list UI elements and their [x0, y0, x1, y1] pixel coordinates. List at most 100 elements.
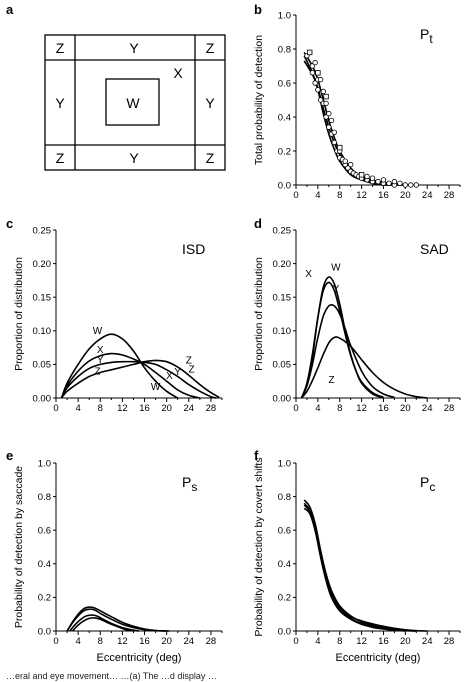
zone-y-bottom: Y	[129, 150, 139, 166]
curve-label-x: X	[166, 371, 173, 382]
x-tick-label: 8	[337, 636, 342, 647]
chart-panel-c: c 0.00 0.05 0.10 0.15 0.20 0.25 0 4 8 12 16 20 24 28 Pr…	[6, 216, 223, 414]
x-tick-label: 16	[139, 403, 150, 414]
chart-title: ISD	[182, 241, 205, 257]
x-tick-label: 0	[53, 403, 58, 414]
y-tick-label: 0.6	[38, 526, 51, 537]
data-point	[315, 87, 321, 93]
x-tick-label: 28	[206, 403, 217, 414]
x-tick-label: 20	[400, 190, 411, 201]
data-point-square	[323, 93, 329, 100]
x-tick-label: 16	[378, 636, 389, 647]
y-tick-label: 0.00	[273, 393, 292, 404]
chart-title: Pt	[420, 26, 433, 46]
x-tick-label: 4	[315, 636, 320, 647]
chart-panel-b: b 0.0 0.2 0.4 0.6 0.8 1.0 0 4 8 12 16 20 24 28 Total pr…	[253, 2, 461, 201]
y-tick-label: 0.8	[278, 492, 291, 503]
y-tick-label: 0.10	[273, 326, 292, 337]
x-tick-label: 20	[400, 636, 411, 647]
x-tick-label: 4	[75, 403, 80, 414]
curve-label-w: W	[151, 382, 161, 393]
data-point	[331, 129, 337, 135]
display-diagram	[44, 34, 226, 171]
data-point	[397, 180, 403, 186]
panel-e-label: e	[6, 448, 13, 463]
y-tick-label: 0.6	[278, 78, 291, 89]
series-line-z	[60, 359, 220, 399]
y-tick-label: 0.8	[278, 44, 291, 55]
data-point	[328, 117, 335, 124]
data-point	[309, 63, 316, 69]
data-point	[309, 70, 316, 76]
y-tick-label: 0.2	[38, 593, 51, 604]
x-tick-label: 20	[400, 403, 411, 414]
series-line-y	[60, 360, 217, 399]
x-tick-label: 12	[117, 636, 128, 647]
curve-label-x: X	[97, 345, 104, 356]
curve-label-w: W	[331, 262, 341, 273]
y-tick-label: 0.15	[33, 293, 52, 304]
x-tick-label: 12	[356, 190, 367, 201]
x-tick-label: 8	[98, 636, 103, 647]
series-line-x	[300, 281, 384, 399]
x-tick-label: 28	[444, 190, 455, 201]
x-tick-label: 24	[422, 403, 433, 414]
y-tick-label: 1.0	[278, 10, 291, 21]
y-tick-label: 0.0	[278, 626, 291, 637]
data-point	[312, 80, 318, 86]
chart-panels: b 0.0 0.2 0.4 0.6 0.8 1.0 0 4 8 12 16 20 24 28 Total pr…	[6, 2, 461, 664]
zone-z-bottom-right: Z	[206, 150, 215, 166]
x-tick-label: 24	[422, 190, 433, 201]
x-axis-title: Eccentricity (deg)	[336, 652, 421, 664]
series-line-2	[303, 507, 417, 632]
x-tick-label: 0	[53, 636, 58, 647]
zone-z-bottom-left: Z	[56, 150, 65, 166]
data-point	[331, 139, 337, 146]
series-line-x	[60, 352, 201, 399]
y-tick-label: 0.2	[278, 593, 291, 604]
panel-a: a Z Y Z Y Y X W Z Y Z	[6, 2, 226, 171]
y-axis-title: Probability of detection by saccade	[13, 466, 25, 628]
series-line-z	[300, 336, 428, 399]
y-axis-title: Probability of detection by covert shift…	[253, 457, 265, 636]
y-tick-label: 1.0	[278, 458, 291, 469]
x-tick-label: 28	[206, 636, 217, 647]
series-line-4	[72, 617, 131, 632]
data-point	[326, 110, 332, 117]
zone-z-top-right: Z	[206, 40, 215, 56]
chart-panel-e: e 0.0 0.2 0.4 0.6 0.8 1.0 0 4 8 12 16 20 24 28 Probabil…	[6, 448, 223, 664]
x-tick-label: 16	[139, 636, 150, 647]
data-point	[402, 182, 409, 188]
zone-y-left: Y	[55, 95, 65, 111]
x-tick-label: 12	[117, 403, 128, 414]
data-point	[380, 177, 387, 183]
y-tick-label: 0.0	[38, 626, 51, 637]
zone-z-top-left: Z	[56, 40, 65, 56]
data-point	[317, 76, 324, 83]
series-line-y	[300, 304, 395, 399]
x-tick-label: 28	[444, 403, 455, 414]
x-axis-title: Eccentricity (deg)	[97, 652, 182, 664]
curve-label-w: W	[93, 326, 103, 337]
series-line-1	[303, 499, 417, 632]
y-tick-label: 0.25	[33, 225, 52, 236]
series-line-3	[69, 614, 140, 632]
y-tick-label: 0.05	[33, 360, 52, 371]
zone-y-right: Y	[205, 95, 215, 111]
data-point	[345, 165, 351, 171]
curve-label-x: X	[305, 269, 312, 280]
y-tick-label: 0.6	[278, 526, 291, 537]
x-tick-label: 12	[356, 403, 367, 414]
y-tick-label: 0.4	[278, 559, 291, 570]
data-point	[347, 161, 354, 168]
data-point	[364, 173, 370, 180]
x-tick-label: 0	[293, 190, 298, 201]
x-tick-label: 12	[356, 636, 367, 647]
data-point	[320, 88, 327, 95]
caption-fragment: …eral and eye movement… …(a) The …d disp…	[6, 671, 217, 681]
x-tick-label: 16	[378, 403, 389, 414]
series-line-2	[66, 606, 170, 632]
series-line-w	[300, 276, 384, 399]
data-point	[375, 178, 381, 185]
